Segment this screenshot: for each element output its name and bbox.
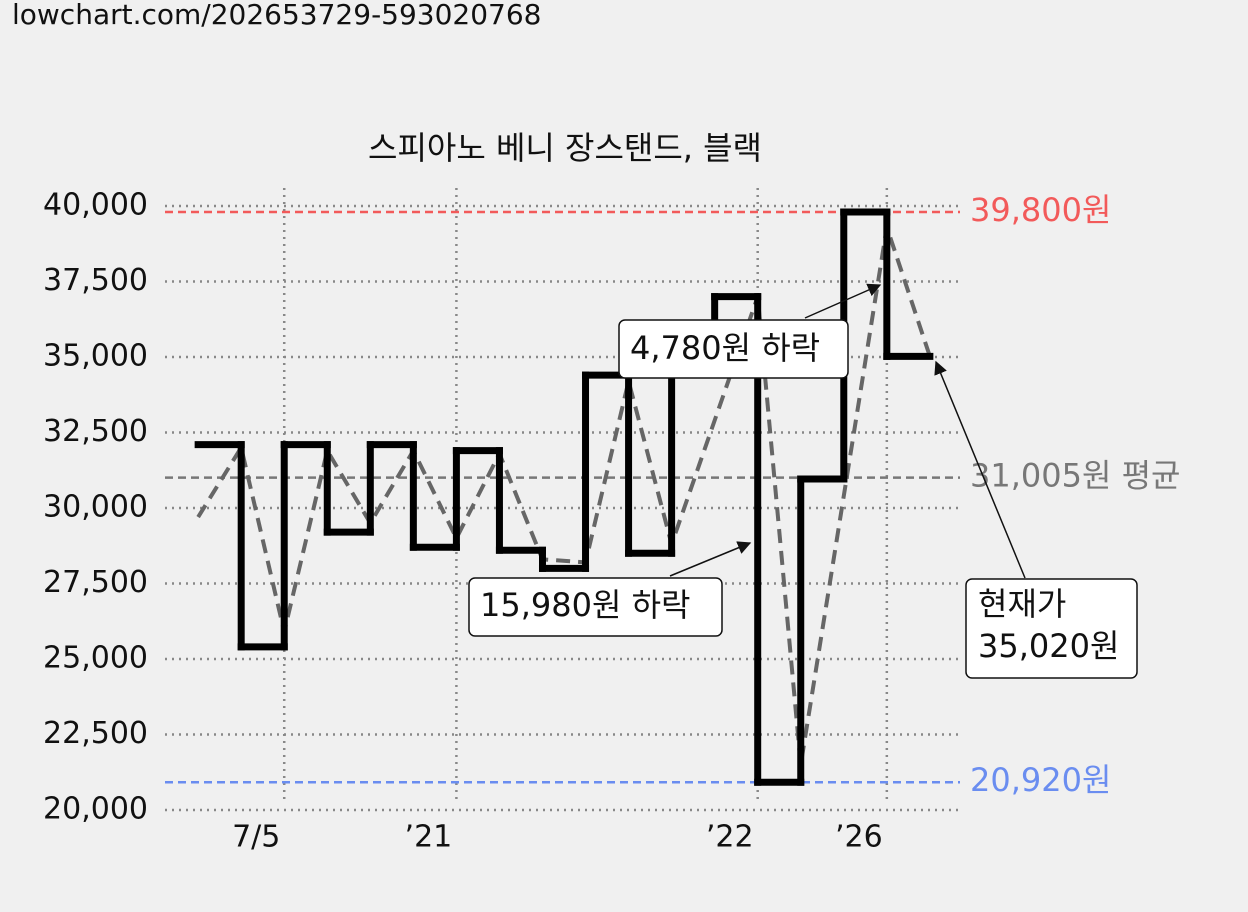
- y-tick-label: 35,000: [43, 339, 148, 374]
- y-tick-label: 22,500: [43, 716, 148, 751]
- y-tick-label: 30,000: [43, 490, 148, 525]
- dashed-line: [196, 226, 932, 766]
- arrow: [804, 283, 882, 319]
- annotation-text: 현재가: [978, 585, 1066, 623]
- x-tick-label: ’22: [706, 820, 754, 855]
- y-tick-label: 32,500: [43, 414, 148, 449]
- y-tick-label: 20,000: [43, 792, 148, 827]
- reference-label: 20,920원: [970, 761, 1111, 799]
- x-tick-label: 7/5: [232, 820, 280, 855]
- arrow: [934, 360, 1026, 579]
- annotation-text: 4,780원 하락: [630, 329, 820, 367]
- y-tick-label: 27,500: [43, 565, 148, 600]
- plot: 20,000 22,500 25,000 27,500 30,000 32,500 35,0…: [43, 188, 1180, 855]
- annotation-box: [618, 319, 849, 379]
- annotation-text: 35,020원: [978, 627, 1119, 665]
- y-tick-label: 37,500: [43, 263, 148, 298]
- x-tick-label: ’21: [405, 820, 453, 855]
- y-tick-label: 40,000: [43, 188, 148, 223]
- y-tick-label: 25,000: [43, 641, 148, 676]
- chart-title: 스피아노 베니 장스탠드, 블랙: [368, 129, 762, 167]
- x-tick-label: ’26: [835, 820, 883, 855]
- annotation-box: [965, 578, 1138, 679]
- reference-label: 39,800원: [970, 191, 1111, 229]
- reference-label: 31,005원 평균: [970, 457, 1180, 495]
- annotation-box: [468, 577, 723, 637]
- annotation: 4,780원 하락 15,980원 하락 현재가 35,020원: [468, 283, 1138, 679]
- step-line: [194, 208, 934, 786]
- arrow: [669, 541, 752, 577]
- annotation-text: 15,980원 하락: [480, 586, 690, 624]
- url: lowchart.com/202653729-593020768: [12, 0, 542, 31]
